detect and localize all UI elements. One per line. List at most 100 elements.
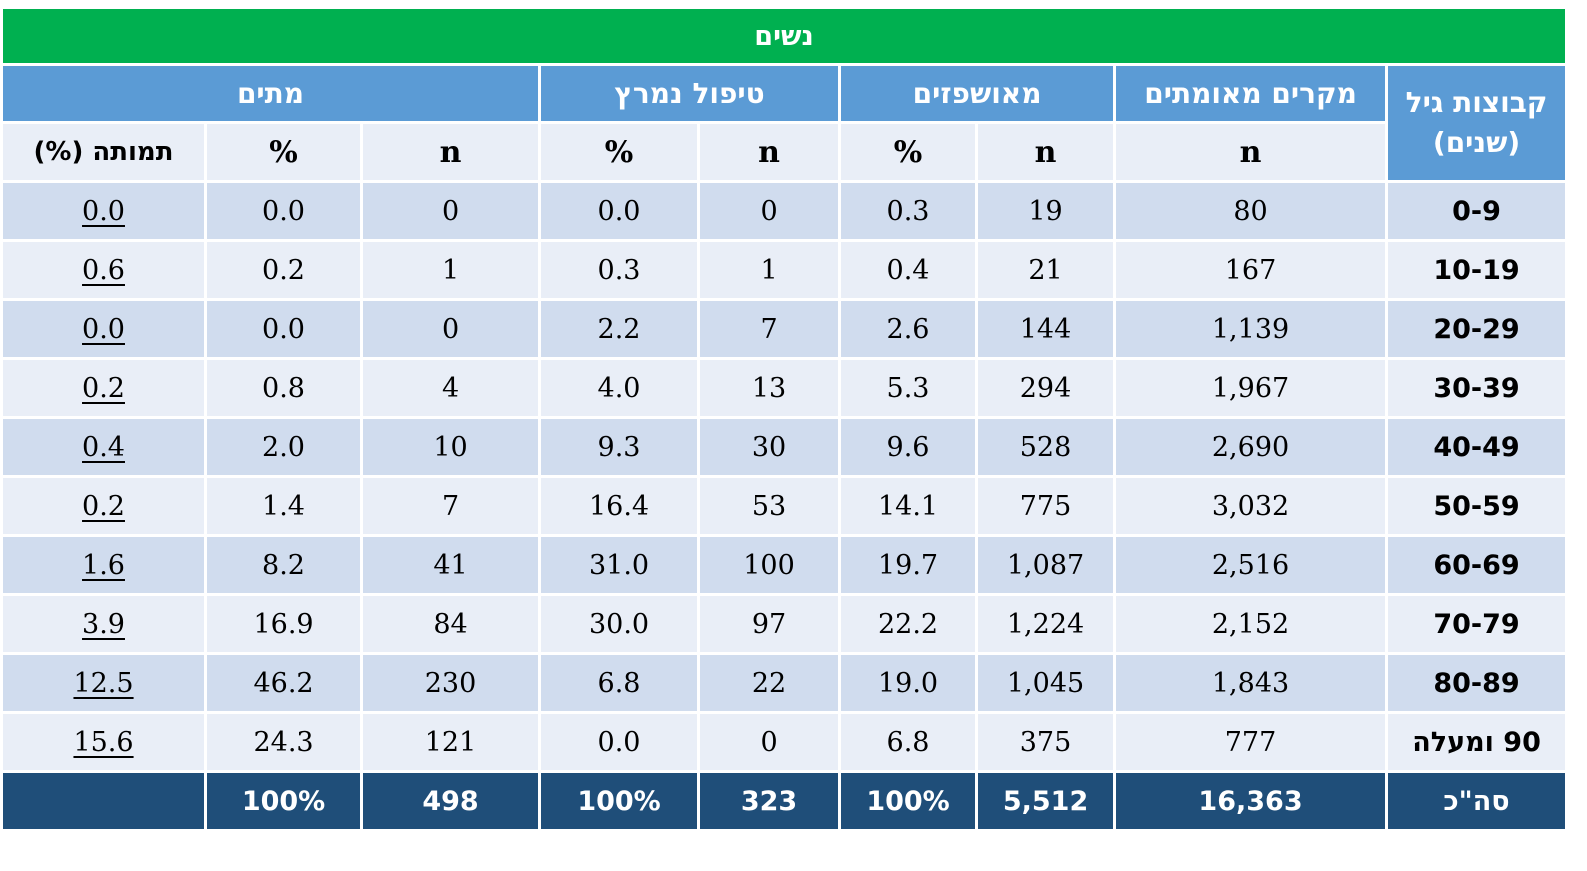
confirmed-cell: 2,516 [1113, 534, 1389, 596]
icu-pct-cell: 16.4 [538, 475, 701, 537]
subheader-death-pct: % [204, 121, 364, 183]
total-hosp-n: 5,512 [975, 770, 1117, 832]
table-row: 40-49 2,690 528 9.6 30 9.3 10 2.0 0.4 [0, 416, 1569, 478]
table-row: 60-69 2,516 1,087 19.7 100 31.0 41 8.2 1.6 [0, 534, 1569, 596]
icu-n-cell: 30 [697, 416, 842, 478]
hosp-n-cell: 375 [975, 711, 1117, 773]
death-n-cell: 121 [360, 711, 542, 773]
mortality-cell: 0.2 [0, 357, 208, 419]
mortality-cell: 0.0 [0, 180, 208, 242]
total-death-n: 498 [360, 770, 542, 832]
death-pct-cell: 0.0 [204, 180, 364, 242]
age-cell: 80-89 [1385, 652, 1569, 714]
confirmed-cell: 777 [1113, 711, 1389, 773]
age-cell: 50-59 [1385, 475, 1569, 537]
age-cell: 10-19 [1385, 239, 1569, 301]
header-hospitalized: מאושפזים [838, 63, 1117, 124]
subheader-mortality: תמותה (%) [0, 121, 208, 183]
hosp-n-cell: 294 [975, 357, 1117, 419]
death-pct-cell: 24.3 [204, 711, 364, 773]
death-pct-cell: 8.2 [204, 534, 364, 596]
death-pct-cell: 0.2 [204, 239, 364, 301]
hosp-pct-cell: 14.1 [838, 475, 979, 537]
confirmed-cell: 2,152 [1113, 593, 1389, 655]
mortality-cell: 15.6 [0, 711, 208, 773]
hosp-pct-cell: 2.6 [838, 298, 979, 360]
table-title: נשים [0, 6, 1569, 66]
header-confirmed: מקרים מאומתים [1113, 63, 1389, 124]
death-pct-cell: 46.2 [204, 652, 364, 714]
confirmed-cell: 3,032 [1113, 475, 1389, 537]
hosp-pct-cell: 19.0 [838, 652, 979, 714]
table-row: 10-19 167 21 0.4 1 0.3 1 0.2 0.6 [0, 239, 1569, 301]
table-row: 70-79 2,152 1,224 22.2 97 30.0 84 16.9 3.9 [0, 593, 1569, 655]
hosp-n-cell: 1,045 [975, 652, 1117, 714]
icu-pct-cell: 4.0 [538, 357, 701, 419]
icu-pct-cell: 0.0 [538, 180, 701, 242]
subheader-confirmed-n: n [1113, 121, 1389, 183]
icu-pct-cell: 9.3 [538, 416, 701, 478]
mortality-value: 0.6 [82, 254, 125, 286]
icu-pct-cell: 6.8 [538, 652, 701, 714]
icu-pct-cell: 2.2 [538, 298, 701, 360]
mortality-cell: 3.9 [0, 593, 208, 655]
age-cell: 40-49 [1385, 416, 1569, 478]
confirmed-cell: 2,690 [1113, 416, 1389, 478]
total-label: סה"כ [1385, 770, 1569, 832]
death-pct-cell: 0.8 [204, 357, 364, 419]
hosp-n-cell: 21 [975, 239, 1117, 301]
confirmed-cell: 1,843 [1113, 652, 1389, 714]
death-pct-cell: 1.4 [204, 475, 364, 537]
death-n-cell: 10 [360, 416, 542, 478]
icu-n-cell: 7 [697, 298, 842, 360]
table-row: 0-9 80 19 0.3 0 0.0 0 0.0 0.0 [0, 180, 1569, 242]
hosp-n-cell: 1,224 [975, 593, 1117, 655]
icu-pct-cell: 0.3 [538, 239, 701, 301]
death-n-cell: 0 [360, 180, 542, 242]
icu-n-cell: 13 [697, 357, 842, 419]
hosp-pct-cell: 5.3 [838, 357, 979, 419]
icu-n-cell: 53 [697, 475, 842, 537]
total-death-pct: 100% [204, 770, 364, 832]
table-row: 90 ומעלה 777 375 6.8 0 0.0 121 24.3 15.6 [0, 711, 1569, 773]
death-n-cell: 1 [360, 239, 542, 301]
age-cell: 90 ומעלה [1385, 711, 1569, 773]
death-n-cell: 230 [360, 652, 542, 714]
subheader-hosp-pct: % [838, 121, 979, 183]
icu-n-cell: 22 [697, 652, 842, 714]
mortality-value: 12.5 [73, 667, 134, 699]
death-pct-cell: 16.9 [204, 593, 364, 655]
header-age-group: קבוצות גיל (שנים) [1385, 63, 1569, 183]
hosp-pct-cell: 22.2 [838, 593, 979, 655]
icu-n-cell: 0 [697, 711, 842, 773]
header-deaths: מתים [0, 63, 542, 124]
death-pct-cell: 2.0 [204, 416, 364, 478]
hosp-pct-cell: 9.6 [838, 416, 979, 478]
mortality-cell: 0.2 [0, 475, 208, 537]
total-icu-pct: 100% [538, 770, 701, 832]
icu-pct-cell: 30.0 [538, 593, 701, 655]
hosp-n-cell: 528 [975, 416, 1117, 478]
mortality-cell: 0.4 [0, 416, 208, 478]
death-n-cell: 7 [360, 475, 542, 537]
icu-pct-cell: 0.0 [538, 711, 701, 773]
table-row: 50-59 3,032 775 14.1 53 16.4 7 1.4 0.2 [0, 475, 1569, 537]
hosp-n-cell: 19 [975, 180, 1117, 242]
total-icu-n: 323 [697, 770, 842, 832]
subheader-death-n: n [360, 121, 542, 183]
icu-n-cell: 1 [697, 239, 842, 301]
mortality-cell: 1.6 [0, 534, 208, 596]
hosp-pct-cell: 0.4 [838, 239, 979, 301]
confirmed-cell: 1,967 [1113, 357, 1389, 419]
mortality-value: 0.2 [82, 490, 125, 522]
death-n-cell: 84 [360, 593, 542, 655]
hosp-n-cell: 144 [975, 298, 1117, 360]
icu-n-cell: 100 [697, 534, 842, 596]
age-cell: 30-39 [1385, 357, 1569, 419]
women-covid-table: נשים קבוצות גיל (שנים) מקרים מאומתים מאו… [0, 6, 1569, 832]
mortality-value: 3.9 [82, 608, 125, 640]
death-n-cell: 41 [360, 534, 542, 596]
mortality-value: 0.4 [82, 431, 125, 463]
icu-n-cell: 97 [697, 593, 842, 655]
